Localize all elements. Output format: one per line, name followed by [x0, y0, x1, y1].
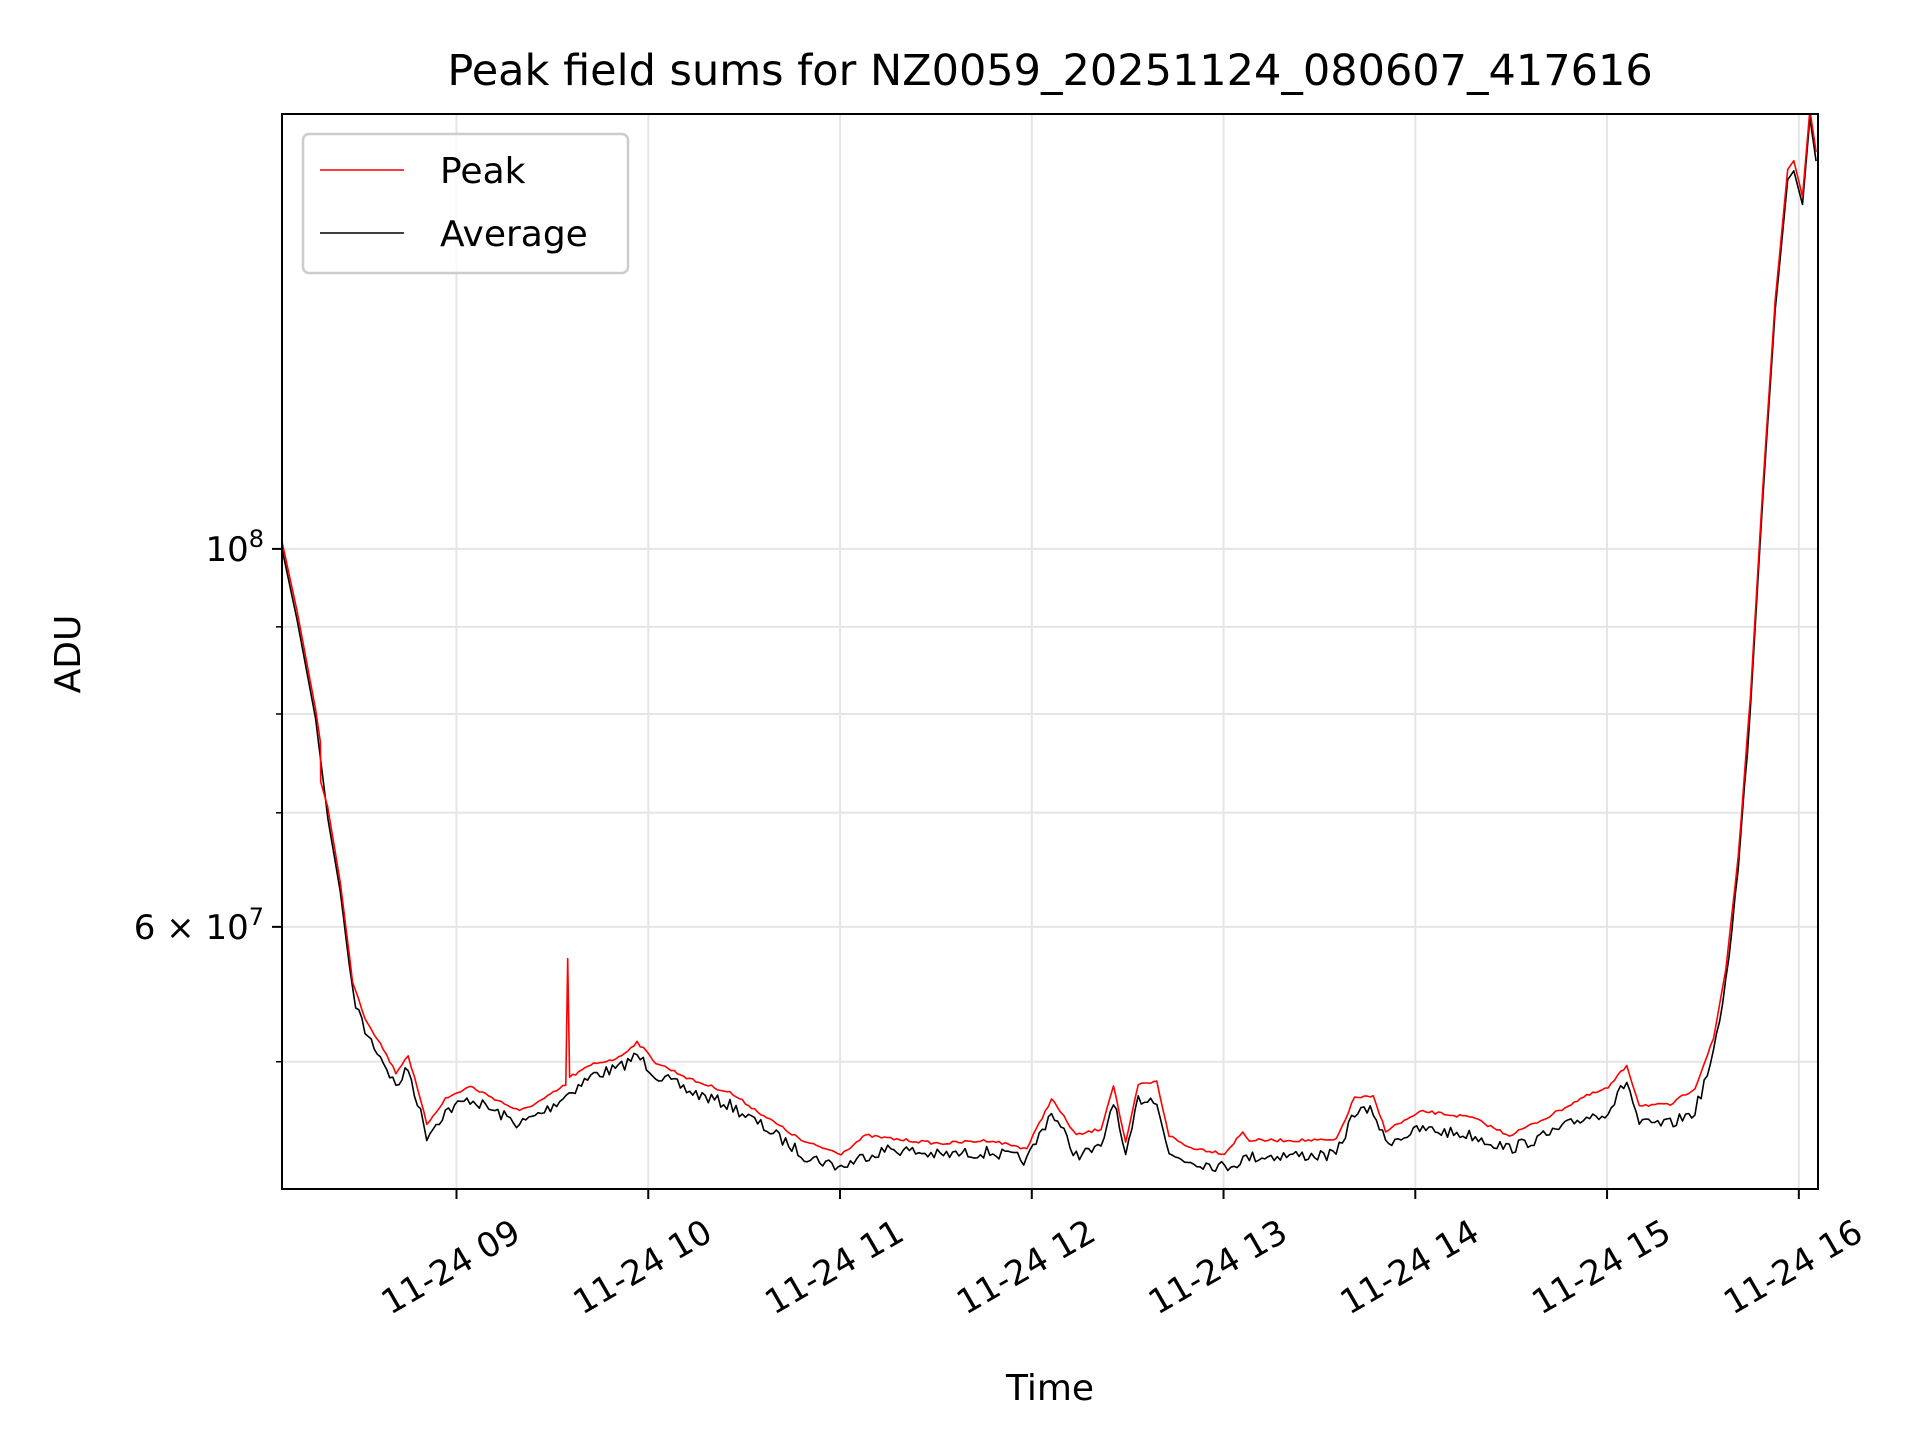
legend-average-label: Average: [440, 214, 588, 255]
x-axis-label: Time: [1005, 1368, 1094, 1409]
y-tick-label: 108: [205, 525, 264, 570]
y-tick-label: 6 × 107: [134, 903, 264, 948]
grid: [282, 114, 1818, 1189]
chart-title: Peak field sums for NZ0059_20251124_0806…: [447, 46, 1652, 96]
legend-box: [301, 132, 630, 275]
plot-lines: [282, 114, 1817, 1172]
legend-peak-label: Peak: [440, 151, 526, 192]
y-axis-label: ADU: [48, 615, 89, 694]
series-line-peak: [282, 114, 1817, 1156]
legend: Peak Average: [301, 132, 630, 275]
axes-frame: [281, 113, 1819, 1190]
series-line-average: [282, 116, 1817, 1172]
